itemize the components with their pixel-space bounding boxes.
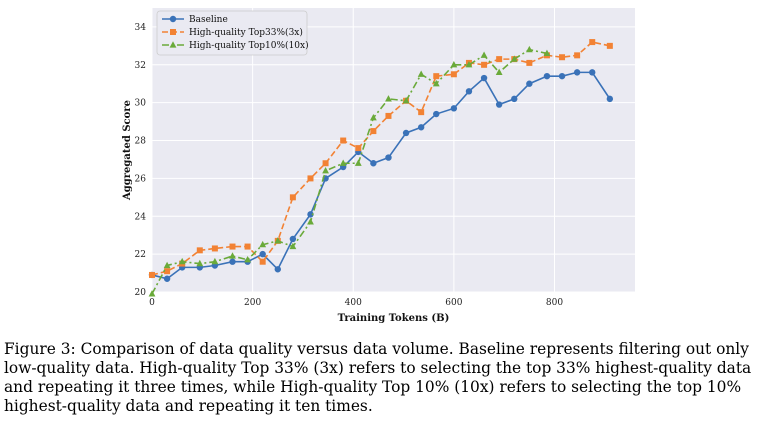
data-point: [495, 68, 503, 75]
data-point: [480, 51, 488, 58]
data-point: [432, 79, 440, 87]
data-point: [355, 145, 362, 152]
chart: 20 22 24 26 28 30 32 34 0 200 400 600 800 Training T…: [122, 8, 635, 324]
data-point: [196, 259, 204, 267]
data-point: [259, 250, 266, 258]
data-point: [543, 72, 551, 80]
data-point: [433, 110, 440, 118]
data-point: [510, 55, 518, 62]
legend-label: High-quality Top33%(3x): [189, 27, 303, 38]
x-tick-label: 800: [546, 298, 563, 308]
data-point: [289, 194, 296, 201]
data-point: [322, 160, 329, 167]
y-tick-label: 20: [135, 288, 147, 298]
series-3: [148, 45, 551, 297]
x-tick-label: 600: [445, 298, 462, 308]
y-tick-label: 22: [135, 250, 146, 260]
y-tick-label: 26: [135, 174, 147, 184]
data-point: [574, 52, 581, 59]
data-point: [339, 159, 347, 166]
data-point: [259, 258, 266, 265]
data-point: [385, 95, 392, 102]
x-tick-label: 200: [244, 298, 261, 308]
y-tick-label: 34: [135, 23, 147, 33]
data-point: [385, 112, 392, 119]
y-tick-label: 24: [135, 212, 147, 222]
legend-label: High-quality Top10%(10x): [189, 40, 309, 51]
data-point: [450, 61, 458, 68]
data-point: [307, 175, 314, 182]
data-point: [289, 235, 297, 243]
data-point: [417, 124, 425, 131]
data-point: [149, 271, 155, 278]
legend: Baseline High-quality Top33%(3x) High-qual…: [156, 10, 309, 56]
data-point: [495, 101, 503, 108]
data-point: [274, 237, 282, 244]
data-point: [573, 69, 581, 76]
figure-caption: Figure 3: Comparison of data quality ver…: [4, 340, 752, 415]
data-point: [606, 42, 613, 49]
data-point: [559, 54, 566, 61]
data-point: [244, 256, 251, 263]
data-point: [606, 95, 614, 103]
data-point: [525, 45, 533, 53]
data-point: [465, 61, 473, 68]
data-point: [543, 49, 551, 57]
data-point: [229, 243, 236, 250]
x-tick-label: 0: [149, 298, 155, 308]
data-point: [148, 290, 156, 297]
y-tick-label: 30: [135, 99, 147, 109]
x-axis-title: Training Tokens (B): [338, 313, 450, 324]
data-point: [307, 218, 314, 225]
data-point: [481, 61, 488, 68]
data-point: [433, 73, 440, 80]
data-point: [558, 72, 566, 80]
data-point: [511, 95, 518, 103]
data-point: [211, 245, 218, 252]
legend-marker: [170, 29, 176, 35]
y-tick-label: 32: [135, 61, 146, 71]
data-point: [307, 211, 314, 218]
data-point: [526, 80, 533, 87]
data-point: [354, 159, 362, 166]
data-point: [450, 105, 458, 112]
data-point: [450, 71, 457, 78]
data-point: [385, 154, 392, 161]
data-point: [370, 160, 377, 167]
data-point: [370, 128, 377, 135]
y-tick-label: 28: [135, 137, 147, 147]
data-point: [229, 258, 236, 265]
legend-marker: [169, 41, 177, 48]
x-tick-label: 400: [345, 298, 362, 308]
data-point: [480, 74, 488, 82]
data-point: [465, 88, 473, 95]
data-point: [164, 268, 171, 275]
data-point: [589, 69, 596, 76]
data-point: [496, 56, 503, 63]
data-point: [289, 242, 297, 250]
data-point: [259, 240, 267, 248]
data-point: [402, 129, 410, 137]
legend-label: Baseline: [189, 15, 228, 25]
data-point: [402, 96, 410, 104]
y-axis-title: Aggregated Score: [122, 100, 133, 201]
data-point: [417, 70, 425, 77]
data-point: [163, 275, 171, 282]
data-point: [178, 257, 186, 265]
data-point: [163, 261, 171, 269]
data-point: [526, 59, 533, 66]
data-point: [196, 247, 203, 254]
data-point: [340, 137, 347, 144]
data-point: [244, 243, 251, 250]
data-point: [369, 114, 377, 121]
legend-marker: [169, 15, 177, 23]
data-point: [418, 109, 425, 116]
data-point: [322, 167, 329, 174]
data-point: [274, 266, 281, 273]
data-point: [211, 257, 219, 265]
data-point: [589, 39, 596, 46]
data-point: [229, 252, 236, 259]
